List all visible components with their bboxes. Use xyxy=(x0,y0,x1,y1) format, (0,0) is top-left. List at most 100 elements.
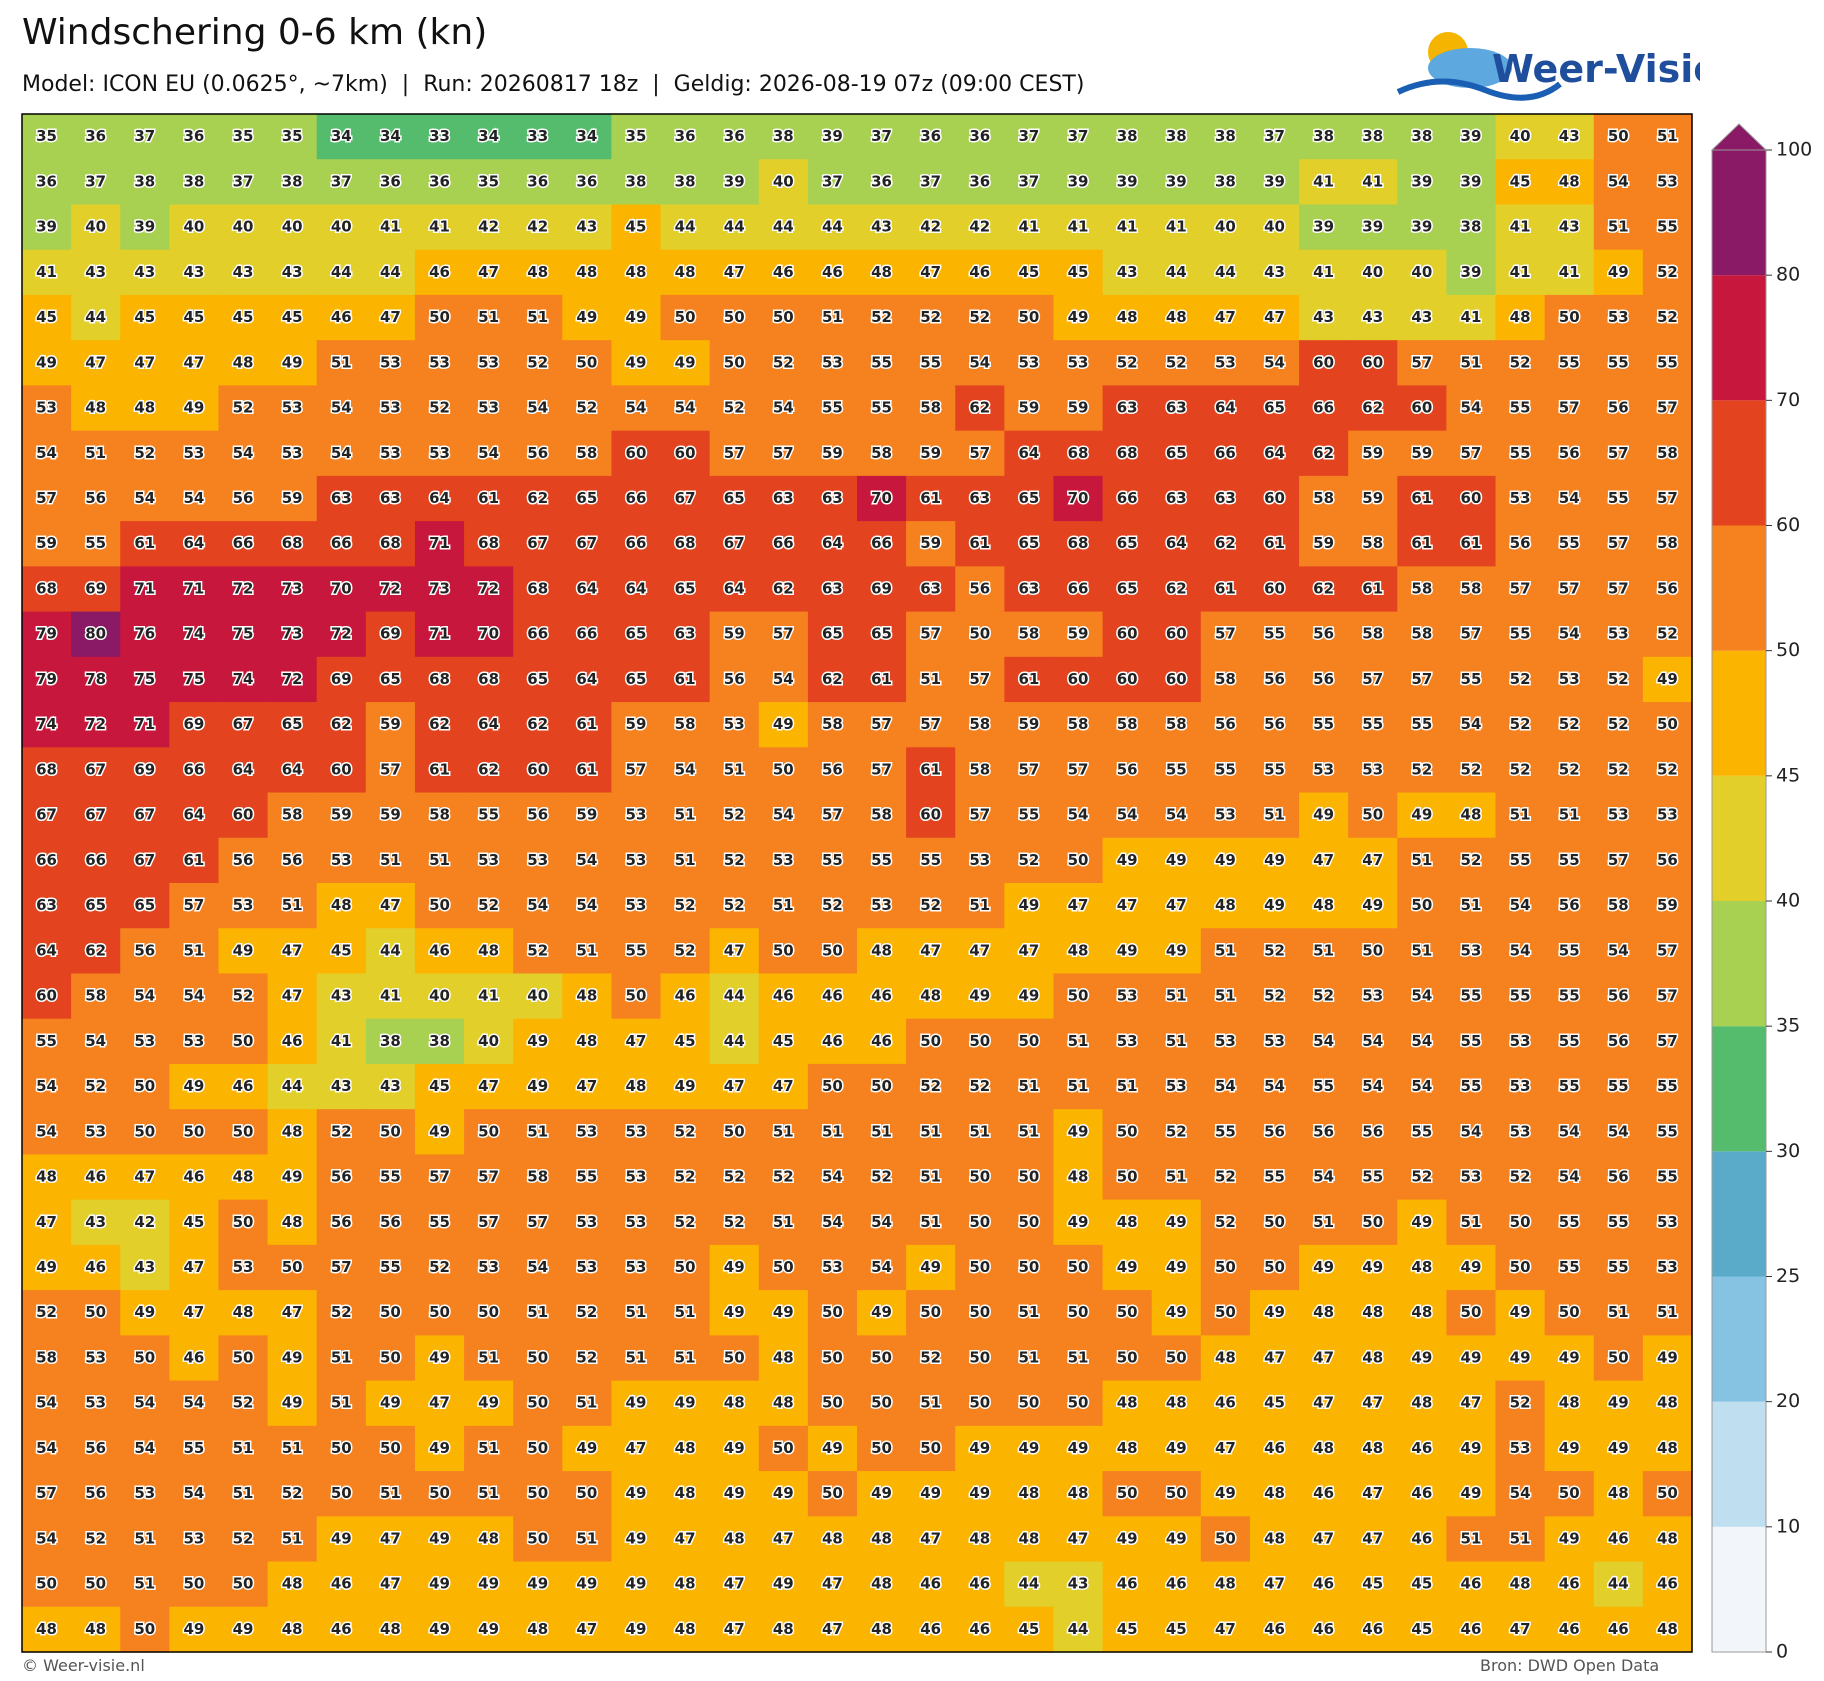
cell xyxy=(1593,928,1644,975)
value-label: 55 xyxy=(1461,987,1482,1005)
value-label: 50 xyxy=(675,1258,696,1276)
value-label: 47 xyxy=(282,941,303,959)
cell xyxy=(611,430,662,477)
cell xyxy=(906,1425,956,1472)
value-label: 58 xyxy=(85,987,106,1005)
value-label: 50 xyxy=(1068,987,1089,1005)
cell xyxy=(857,1380,907,1427)
cell xyxy=(1053,792,1104,839)
cell xyxy=(71,475,121,522)
cell xyxy=(709,1561,760,1608)
cell xyxy=(513,702,563,748)
value-label: 51 xyxy=(576,941,597,959)
cell xyxy=(1102,1244,1153,1291)
cell xyxy=(1299,1290,1349,1336)
value-label: 58 xyxy=(429,806,450,824)
value-label: 53 xyxy=(1215,353,1236,371)
cell xyxy=(120,656,170,703)
cell xyxy=(1544,1063,1595,1110)
value-label: 64 xyxy=(36,941,57,959)
value-label: 68 xyxy=(478,670,499,688)
cell xyxy=(316,1380,367,1427)
cell xyxy=(1446,1335,1497,1382)
cell xyxy=(1102,1380,1153,1427)
cell xyxy=(758,747,809,794)
cell xyxy=(1249,566,1300,613)
value-label: 54 xyxy=(1313,1032,1334,1050)
cell xyxy=(71,385,121,432)
cell xyxy=(120,1244,170,1291)
cell xyxy=(758,611,809,658)
value-label: 40 xyxy=(429,987,450,1005)
value-label: 58 xyxy=(1068,715,1089,733)
value-label: 54 xyxy=(134,489,155,507)
value-label: 48 xyxy=(675,1484,696,1502)
cell xyxy=(316,566,367,613)
value-label: 49 xyxy=(1411,806,1432,824)
cell xyxy=(1200,340,1251,387)
value-label: 46 xyxy=(183,1168,204,1186)
cell xyxy=(316,475,367,522)
cell xyxy=(562,1244,613,1291)
value-label: 49 xyxy=(1117,1529,1138,1547)
value-label: 46 xyxy=(1313,1575,1334,1593)
value-label: 52 xyxy=(1264,941,1285,959)
cell xyxy=(513,1018,563,1065)
cell xyxy=(1642,1471,1693,1517)
cell xyxy=(807,430,858,477)
cell xyxy=(906,702,956,748)
value-label: 52 xyxy=(1018,851,1039,869)
value-label: 56 xyxy=(85,489,106,507)
cell xyxy=(1102,204,1153,251)
cell xyxy=(414,114,465,160)
cell xyxy=(758,294,809,341)
subtitle: Model: ICON EU (0.0625°, ~7km) | Run: 20… xyxy=(22,72,1085,97)
cell xyxy=(1200,204,1251,251)
cell xyxy=(513,747,563,794)
value-label: 59 xyxy=(920,534,941,552)
cell xyxy=(1249,928,1300,975)
cell xyxy=(1397,1516,1448,1563)
cell xyxy=(1642,159,1693,206)
cell xyxy=(120,1471,170,1517)
value-label: 58 xyxy=(1657,534,1678,552)
cell xyxy=(857,1244,907,1291)
cell xyxy=(1151,611,1202,658)
cell xyxy=(1446,566,1497,613)
value-label: 50 xyxy=(1510,1258,1531,1276)
value-label: 39 xyxy=(1411,218,1432,236)
cell xyxy=(267,566,318,613)
value-label: 54 xyxy=(233,444,254,462)
value-label: 64 xyxy=(183,806,204,824)
cell xyxy=(955,1290,1005,1336)
value-label: 63 xyxy=(1215,489,1236,507)
value-label: 75 xyxy=(134,670,155,688)
value-label: 67 xyxy=(134,851,155,869)
value-label: 54 xyxy=(1559,1122,1580,1140)
cell xyxy=(1299,1380,1349,1427)
value-label: 55 xyxy=(1510,987,1531,1005)
colorbar-band xyxy=(1712,1526,1766,1652)
cell xyxy=(1299,521,1349,567)
cell xyxy=(1348,385,1398,432)
cell xyxy=(414,294,465,341)
cell xyxy=(611,1244,662,1291)
cell xyxy=(660,611,711,658)
value-label: 52 xyxy=(1510,760,1531,778)
cell xyxy=(611,1109,662,1156)
cell xyxy=(611,792,662,839)
cell xyxy=(1446,1471,1497,1517)
cell xyxy=(218,114,269,160)
value-label: 49 xyxy=(1264,851,1285,869)
value-label: 50 xyxy=(969,1348,990,1366)
value-label: 39 xyxy=(1166,172,1187,190)
colorbar-label: 20 xyxy=(1776,1390,1800,1412)
cell xyxy=(562,430,613,477)
value-label: 53 xyxy=(1362,760,1383,778)
value-label: 37 xyxy=(1018,127,1039,145)
value-label: 56 xyxy=(1608,987,1629,1005)
cell xyxy=(1053,430,1104,477)
cell xyxy=(1200,702,1251,748)
cell xyxy=(414,792,465,839)
value-label: 57 xyxy=(1362,670,1383,688)
